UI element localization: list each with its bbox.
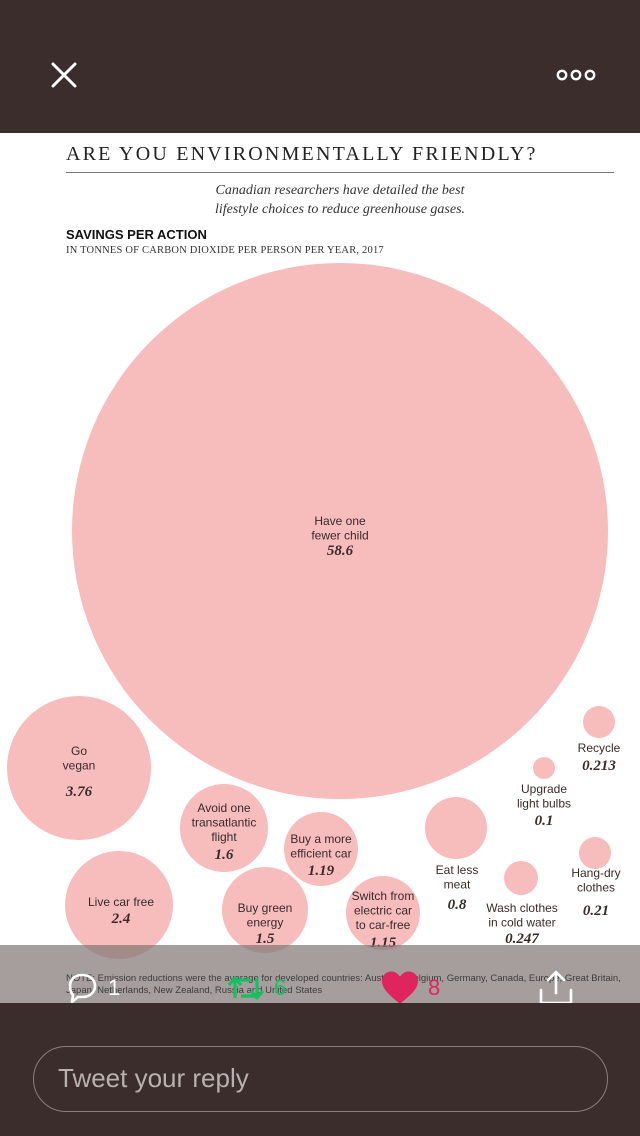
- bubble-value-4: 1.5: [256, 931, 275, 947]
- bubble-value-7: 0.8: [448, 897, 467, 913]
- bubble-4: [222, 867, 308, 953]
- bubble-label-4-1: energy: [247, 916, 284, 930]
- infographic-subtitle: Canadian researchers have detailed the b…: [180, 181, 500, 219]
- bubble-label-5-1: efficient car: [290, 847, 351, 861]
- bubble-10: [533, 757, 555, 779]
- bubble-2: [65, 851, 173, 959]
- bubble-value-3: 1.6: [215, 847, 234, 863]
- bubble-label-3-0: Avoid one: [197, 801, 250, 815]
- bubble-label-11-0: Recycle: [578, 741, 621, 755]
- share-icon: [539, 970, 573, 1005]
- bubble-label-7-1: meat: [444, 878, 471, 892]
- bubble-value-2: 2.4: [111, 911, 131, 927]
- bubble-label-6-0: Switch from: [352, 889, 415, 903]
- bubble-1: [7, 696, 151, 840]
- bubble-label-3-2: flight: [211, 830, 237, 844]
- title-divider: [66, 172, 614, 173]
- bubble-3: [180, 784, 268, 872]
- subtitle-line-2: lifestyle choices to reduce greenhouse g…: [214, 202, 466, 217]
- infographic: ARE YOU ENVIRONMENTALLY FRIENDLY? Canadi…: [0, 133, 640, 1003]
- infographic-note: NOTE: Emission reductions were the avera…: [66, 973, 621, 996]
- bubble-label-9-1: clothes: [577, 881, 615, 895]
- bubble-label-8-1: in cold water: [488, 916, 555, 930]
- bubble-label-8-0: Wash clothes: [486, 901, 558, 915]
- bubble-7: [425, 797, 487, 859]
- bubble-value-9: 0.21: [583, 903, 609, 919]
- section-title: SAVINGS PER ACTION: [66, 227, 207, 242]
- bubble-label-6-2: to car-free: [356, 918, 411, 932]
- subtitle-line-1: Canadian researchers have detailed the b…: [215, 183, 465, 198]
- bubble-label-9-0: Hang-dry: [571, 866, 620, 880]
- reply-input[interactable]: Tweet your reply: [33, 1046, 608, 1112]
- bubble-value-11: 0.213: [582, 758, 616, 774]
- bubble-label-3-1: transatlantic: [192, 816, 257, 830]
- bubble-label-0-0: Have one: [314, 514, 366, 528]
- bubble-label-1-1: vegan: [63, 759, 96, 773]
- bubble-label-2-0: Live car free: [88, 895, 154, 909]
- like-count: 8: [428, 975, 441, 1000]
- bubble-label-1-0: Go: [71, 744, 87, 758]
- retweet-count: 6: [274, 975, 287, 1000]
- bubble-5: [284, 812, 358, 886]
- reply-icon: [68, 973, 97, 1004]
- bubble-9: [579, 837, 611, 869]
- bubble-value-5: 1.19: [308, 863, 335, 879]
- bubble-value-0: 58.6: [327, 543, 354, 559]
- retweet-icon: [227, 976, 265, 1000]
- bubble-8: [504, 861, 538, 895]
- heart-icon: [382, 971, 418, 1004]
- bubble-label-6-1: electric car: [354, 904, 412, 918]
- bubble-value-8: 0.247: [505, 931, 539, 947]
- bubble-6: [346, 876, 420, 950]
- more-button[interactable]: [552, 62, 600, 88]
- tweet-image[interactable]: ARE YOU ENVIRONMENTALLY FRIENDLY? Canadi…: [0, 133, 640, 1003]
- reply-button[interactable]: 1: [64, 968, 120, 1008]
- bubble-label-0-1: fewer child: [311, 529, 368, 543]
- action-bar: [0, 945, 640, 1003]
- bubble-value-1: 3.76: [65, 784, 93, 800]
- infographic-title: ARE YOU ENVIRONMENTALLY FRIENDLY?: [66, 143, 538, 165]
- bubble-value-10: 0.1: [535, 813, 554, 829]
- top-bar: [0, 0, 640, 133]
- bubble-label-10-0: Upgrade: [521, 782, 567, 796]
- bubble-label-10-1: light bulbs: [517, 797, 571, 811]
- reply-count: 1: [108, 975, 121, 1000]
- bubble-label-5-0: Buy a more: [290, 832, 352, 846]
- share-button[interactable]: [536, 968, 576, 1008]
- section-subtitle: IN TONNES OF CARBON DIOXIDE PER PERSON P…: [66, 245, 384, 256]
- bubble-label-7-0: Eat less: [436, 863, 479, 877]
- close-icon: [51, 62, 77, 88]
- like-button[interactable]: 8: [380, 968, 440, 1008]
- bubble-0: [72, 263, 608, 799]
- retweet-button[interactable]: 6: [226, 968, 286, 1008]
- more-icon: [556, 69, 596, 81]
- reply-area: [0, 1003, 640, 1136]
- bubble-label-4-0: Buy green: [238, 901, 293, 915]
- bubble-11: [583, 706, 615, 738]
- close-button[interactable]: [44, 56, 84, 96]
